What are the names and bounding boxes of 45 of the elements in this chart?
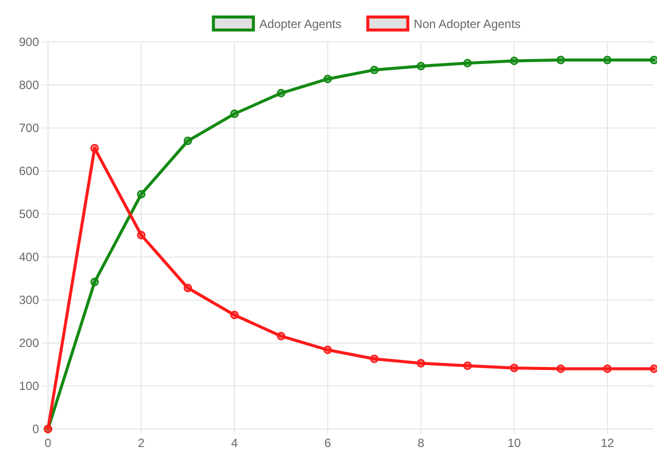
point: [90, 144, 99, 152]
y-tick-label: 200: [18, 336, 40, 350]
point: [136, 190, 146, 198]
y-tick-label: 600: [18, 164, 40, 178]
x-tick-label: 2: [138, 436, 145, 450]
y-tick-label: 900: [18, 35, 40, 50]
legend-label: Non Adopter Agents: [414, 17, 521, 32]
point: [463, 58, 472, 68]
point: [230, 310, 239, 320]
x-tick-label: 0: [44, 436, 52, 450]
point: [510, 56, 518, 66]
point: [370, 354, 379, 364]
x-tick-label: 4: [231, 436, 238, 450]
x-tick-label: 6: [324, 436, 332, 450]
legend-label: Adopter Agents: [259, 17, 342, 32]
point: [370, 66, 379, 74]
point: [463, 362, 472, 370]
point: [510, 364, 518, 372]
y-tick-label: 700: [18, 121, 40, 136]
x-tick-label: 12: [600, 436, 614, 450]
y-tick-label: 100: [18, 379, 40, 394]
y-tick-label: 500: [18, 207, 40, 222]
y-tick-label: 800: [18, 78, 40, 92]
y-tick-label: 400: [18, 250, 40, 264]
point: [556, 364, 566, 374]
point: [650, 364, 657, 374]
point: [90, 278, 99, 286]
point: [650, 56, 657, 64]
point: [184, 284, 192, 292]
point: [136, 230, 146, 240]
point: [276, 88, 286, 98]
x-tick-label: 10: [507, 436, 522, 450]
point: [323, 74, 332, 84]
point: [603, 56, 612, 64]
x-tick-label: 8: [418, 436, 425, 450]
point: [416, 358, 426, 368]
point: [276, 332, 286, 340]
point: [323, 346, 332, 354]
point: [416, 62, 426, 70]
point: [184, 136, 192, 146]
point: [603, 364, 612, 374]
point: [556, 56, 566, 64]
y-tick-label: 0: [32, 422, 40, 436]
y-tick-label: 300: [18, 293, 40, 308]
point: [230, 110, 239, 118]
